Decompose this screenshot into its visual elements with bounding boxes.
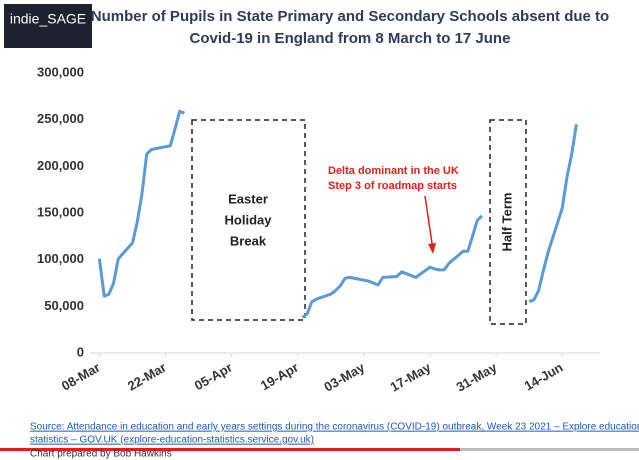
arrow-head [428,243,436,254]
data-line [97,109,578,319]
chart-title: Number of Pupils in State Primary and Se… [91,8,609,25]
half-term-label: Half Term [499,193,514,252]
y-tick-label: 200,000 [37,158,84,173]
y-tick-label: 150,000 [37,204,84,219]
y-tick-label: 100,000 [37,251,84,266]
arrow [424,195,434,251]
logo-box [4,4,92,48]
easter-label: Easter [228,191,268,206]
x-tick-label: 19-Apr [258,360,301,394]
x-tick-label: 31-May [454,359,500,394]
credit: Chart prepared by Bob Hawkins [30,449,172,460]
y-tick-label: 250,000 [37,111,84,126]
source: Source: Attendance in education and earl… [30,422,639,433]
source: statistics – GOV.UK (explore-education-s… [30,435,314,446]
half-term-box [489,119,527,325]
x-tick-label: 03-May [321,359,367,394]
y-tick-label: 300,000 [37,64,84,79]
x-tick-label: 08-Mar [59,360,103,394]
chart-title: Covid-19 in England from 8 March to 17 J… [190,30,511,47]
delta-label: Step 3 of roadmap starts [328,180,457,192]
easter-box [191,119,306,321]
delta-label: Delta dominant in the UK [328,165,459,177]
x-tick-label: 05-Apr [192,360,235,394]
easter-label: Holiday [225,212,273,227]
logo: indie_SAGE [10,11,86,27]
y-tick-label: 50,000 [44,298,84,313]
x-tick-label: 14-Jun [522,360,566,394]
y-tick-label: 0 [77,344,84,359]
progress-bar [0,448,460,451]
x-tick-label: 22-Mar [125,360,169,394]
easter-label: Break [230,233,267,248]
progress-track [460,448,639,451]
x-tick-label: 17-May [388,359,434,394]
